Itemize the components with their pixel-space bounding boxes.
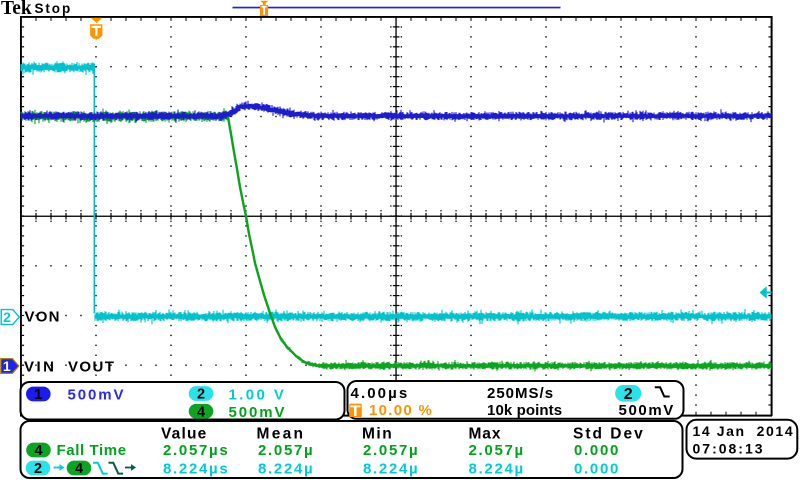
svg-text:07:08:13: 07:08:13 — [693, 441, 765, 457]
svg-text:4: 4 — [197, 404, 205, 420]
svg-text:2.057µs: 2.057µs — [163, 442, 229, 459]
svg-text:4.00µs: 4.00µs — [351, 385, 410, 402]
svg-text:10.00 %: 10.00 % — [369, 402, 433, 419]
svg-text:2.057µ: 2.057µ — [258, 442, 314, 459]
svg-text:VON: VON — [25, 308, 61, 325]
svg-text:8.224µs: 8.224µs — [163, 461, 229, 478]
svg-text:Stop: Stop — [35, 1, 73, 16]
svg-text:2: 2 — [624, 386, 633, 403]
svg-text:500mV: 500mV — [68, 387, 126, 404]
svg-text:250MS/s: 250MS/s — [487, 385, 554, 402]
svg-text:0.000: 0.000 — [574, 442, 620, 459]
svg-text:1.00 V: 1.00 V — [229, 387, 287, 404]
svg-text:4: 4 — [75, 461, 83, 477]
svg-text:0.000: 0.000 — [574, 461, 620, 478]
svg-text:2.057µ: 2.057µ — [363, 442, 419, 459]
svg-text:8.224µ: 8.224µ — [469, 461, 525, 478]
svg-text:1: 1 — [34, 387, 42, 403]
svg-text:8.224µ: 8.224µ — [363, 461, 419, 478]
svg-text:VOUT: VOUT — [68, 358, 115, 375]
svg-text:4: 4 — [34, 443, 42, 459]
svg-text:Value: Value — [161, 426, 208, 443]
svg-text:Fall Time: Fall Time — [57, 442, 127, 459]
svg-text:1: 1 — [3, 358, 11, 374]
svg-text:2: 2 — [197, 387, 205, 403]
svg-text:Tek: Tek — [1, 0, 32, 19]
svg-text:Std Dev: Std Dev — [573, 426, 645, 443]
svg-text:VIN: VIN — [24, 358, 57, 375]
svg-text:2: 2 — [3, 309, 11, 325]
svg-text:2.057µ: 2.057µ — [469, 442, 525, 459]
svg-text:500mV: 500mV — [229, 404, 287, 421]
svg-text:2: 2 — [34, 461, 42, 477]
svg-text:500mV: 500mV — [619, 402, 675, 419]
svg-text:Min: Min — [362, 426, 393, 443]
svg-text:8.224µ: 8.224µ — [258, 461, 314, 478]
svg-text:Max: Max — [469, 426, 502, 443]
svg-text:Mean: Mean — [257, 426, 306, 443]
svg-text:10k points: 10k points — [487, 402, 562, 419]
svg-text:14 Jan 2014: 14 Jan 2014 — [693, 423, 795, 439]
